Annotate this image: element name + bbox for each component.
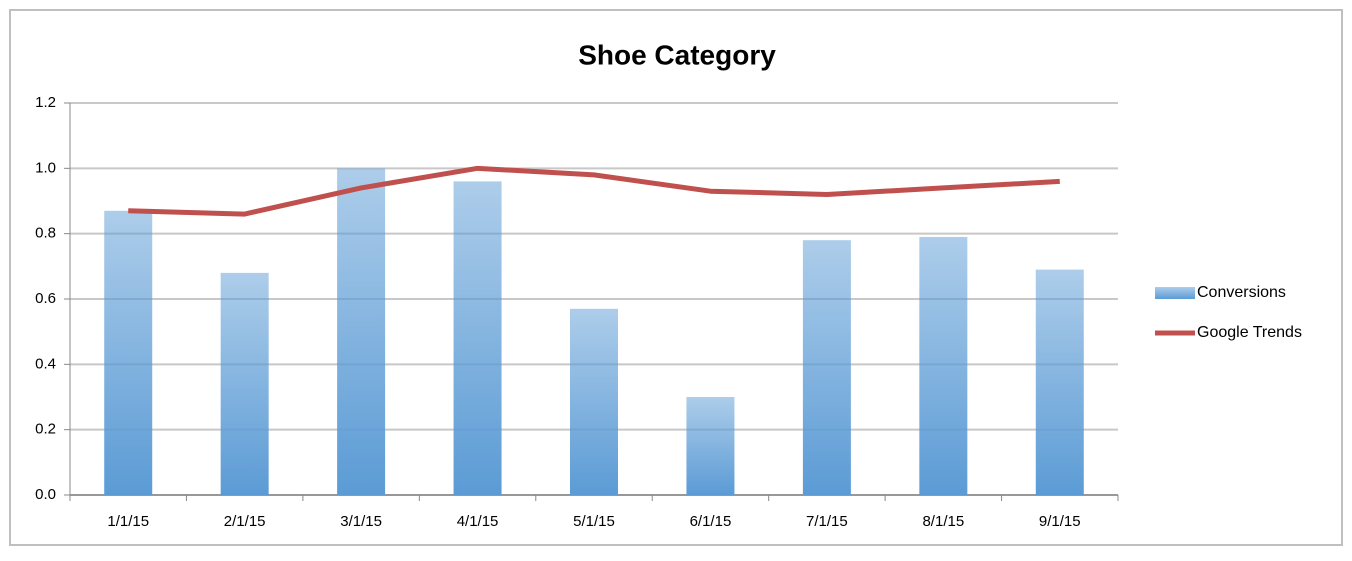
- bar: [337, 168, 386, 496]
- x-tick-label: 3/1/15: [340, 513, 382, 530]
- x-tick-label: 1/1/15: [107, 513, 149, 530]
- bar: [220, 272, 269, 495]
- bar: [919, 236, 968, 495]
- bar: [686, 397, 735, 495]
- x-tick-label: 9/1/15: [1039, 513, 1081, 530]
- legend-label: Google Trends: [1197, 324, 1302, 341]
- line: [128, 165, 1060, 217]
- y-tick-label: 1.2: [35, 94, 56, 111]
- x-tick-label: 2/1/15: [224, 513, 266, 530]
- y-tick-label: 1.0: [35, 159, 56, 176]
- y-tick-label: 0.2: [35, 421, 56, 438]
- y-tick-label: 0.0: [35, 486, 56, 503]
- x-tick-label: 6/1/15: [690, 513, 732, 530]
- x-tick-label: 8/1/15: [922, 513, 964, 530]
- chart-title: Shoe Category: [578, 39, 776, 70]
- legend-label: Conversions: [1197, 284, 1286, 301]
- y-tick-label: 0.8: [35, 225, 56, 242]
- bar: [104, 210, 153, 496]
- bar: [1035, 269, 1084, 495]
- y-tick-label: 0.4: [35, 355, 56, 372]
- x-tick-label: 7/1/15: [806, 513, 848, 530]
- bar: [453, 181, 502, 495]
- x-tick-label: 5/1/15: [573, 513, 615, 530]
- y-tick-label: 0.6: [35, 290, 56, 307]
- bar: [802, 240, 851, 495]
- bar: [570, 308, 618, 495]
- x-tick-label: 4/1/15: [457, 513, 499, 530]
- legend-swatch: [1155, 287, 1195, 299]
- chart-frame: [9, 9, 1343, 546]
